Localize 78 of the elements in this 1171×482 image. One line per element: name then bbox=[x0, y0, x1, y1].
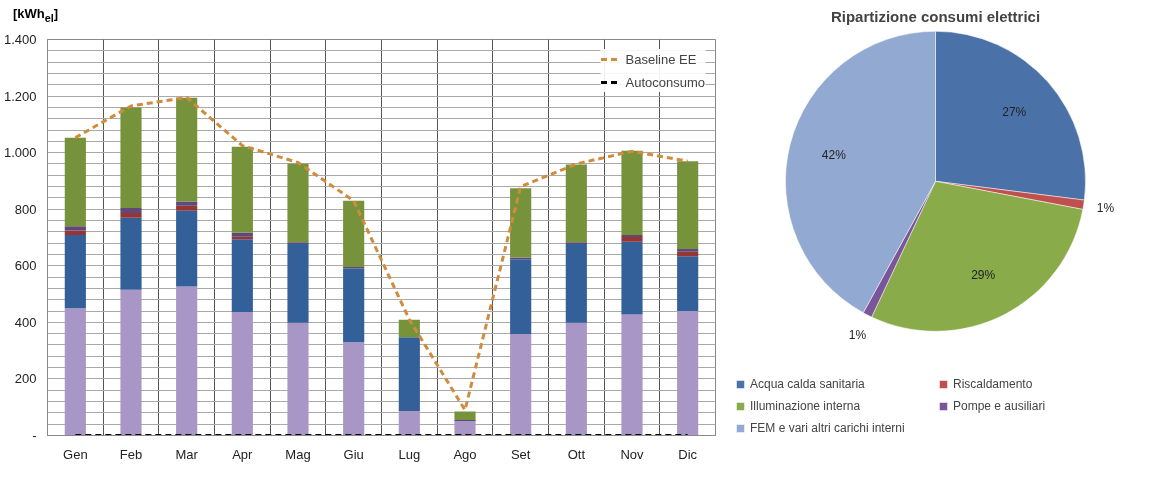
bar bbox=[677, 256, 699, 312]
bar bbox=[120, 289, 142, 436]
bar bbox=[343, 268, 365, 343]
bar bbox=[287, 322, 309, 436]
bar bbox=[398, 337, 420, 411]
y-tick-label: - bbox=[32, 428, 37, 443]
bar bbox=[64, 308, 86, 436]
x-tick-label: Ago bbox=[453, 446, 477, 462]
x-tick-label: Giu bbox=[343, 446, 364, 462]
bar bbox=[64, 226, 86, 231]
bar bbox=[454, 411, 476, 420]
x-tick-label: Ott bbox=[567, 446, 586, 462]
y-tick-label: 1.200 bbox=[3, 88, 37, 104]
legend-label: Baseline EE bbox=[625, 51, 697, 67]
legend-label: Pompe e ausiliari bbox=[953, 399, 1047, 413]
bar bbox=[565, 164, 587, 243]
bar bbox=[677, 249, 699, 252]
bar bbox=[621, 236, 643, 242]
bar bbox=[176, 97, 198, 202]
y-tick-label: 1.400 bbox=[3, 32, 37, 47]
x-tick-label: Gen bbox=[63, 446, 88, 462]
y-tick-label: 1.000 bbox=[3, 145, 37, 161]
line-series bbox=[73, 95, 690, 412]
x-tick-label: Apr bbox=[232, 446, 254, 462]
bar bbox=[454, 421, 476, 436]
legend-label: Acqua calda sanitaria bbox=[750, 377, 866, 391]
y-axis-title: [kWh$_{el}$] bbox=[13, 5, 59, 26]
bar bbox=[343, 200, 365, 267]
x-tick-label: Mar bbox=[175, 446, 199, 462]
bar bbox=[621, 314, 643, 436]
bar bbox=[64, 137, 86, 227]
legend-label: FEM e vari altri carichi interni bbox=[750, 421, 906, 435]
data-label: 27% bbox=[1002, 104, 1027, 119]
data-label: 1% bbox=[848, 327, 867, 342]
bar bbox=[287, 244, 309, 323]
x-tick-label: Dic bbox=[678, 446, 698, 462]
bar bbox=[176, 205, 198, 211]
legend-label: Autoconsumo bbox=[625, 74, 705, 90]
bar bbox=[120, 107, 142, 209]
bar bbox=[565, 244, 587, 323]
bar bbox=[176, 286, 198, 436]
x-tick-label: Feb bbox=[119, 446, 143, 462]
y-tick-label: 400 bbox=[14, 314, 37, 330]
y-tick-label: 800 bbox=[14, 201, 37, 217]
bar bbox=[231, 311, 253, 436]
bar bbox=[64, 234, 86, 309]
bar bbox=[231, 239, 253, 312]
bar bbox=[398, 410, 420, 436]
bar bbox=[64, 230, 86, 235]
bar bbox=[677, 161, 699, 250]
data-label: 42% bbox=[821, 148, 847, 163]
legend-label: Riscaldamento bbox=[953, 377, 1034, 391]
bar bbox=[176, 201, 198, 206]
bar bbox=[621, 150, 643, 235]
bar bbox=[621, 241, 643, 315]
bar bbox=[176, 210, 198, 287]
data-label: 1% bbox=[1096, 201, 1115, 216]
data-label: 29% bbox=[971, 267, 996, 282]
bar bbox=[510, 188, 532, 258]
bar bbox=[510, 259, 532, 334]
bar bbox=[677, 311, 699, 436]
x-tick-label: Set bbox=[510, 446, 531, 462]
bar bbox=[565, 322, 587, 436]
bar bbox=[120, 217, 142, 290]
y-tick-label: 600 bbox=[14, 258, 37, 274]
bar bbox=[287, 163, 309, 243]
bar bbox=[120, 212, 142, 218]
x-tick-label: Lug bbox=[398, 446, 421, 462]
bar bbox=[120, 208, 142, 213]
bar bbox=[510, 333, 532, 436]
y-tick-label: 200 bbox=[14, 371, 37, 387]
bar bbox=[343, 342, 365, 436]
bar bbox=[231, 232, 253, 237]
x-tick-label: Mag bbox=[285, 446, 311, 462]
chart-title: Ripartizione consumi elettrici bbox=[830, 7, 1041, 25]
x-tick-label: Nov bbox=[620, 446, 645, 462]
legend-label: Illuminazione interna bbox=[750, 399, 862, 413]
bar bbox=[231, 146, 253, 233]
